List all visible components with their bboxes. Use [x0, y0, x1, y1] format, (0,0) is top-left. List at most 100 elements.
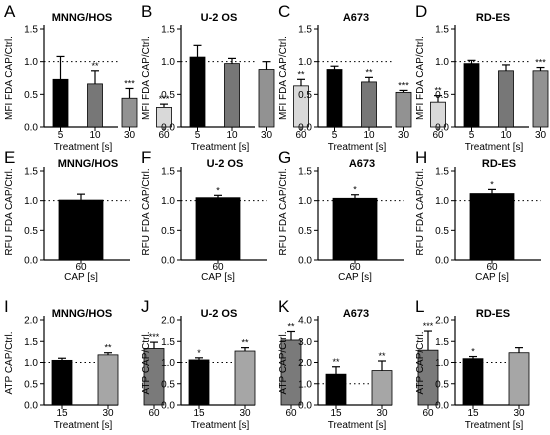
- significance-label: ***: [149, 332, 160, 342]
- significance-label: **: [104, 343, 112, 353]
- x-tick-label: 60: [422, 408, 434, 419]
- bar: [532, 70, 549, 128]
- bar: [195, 197, 241, 261]
- bar: [361, 81, 377, 128]
- panel-letter: L: [415, 297, 424, 316]
- y-tick-label: 0.5: [435, 90, 449, 101]
- y-tick-label: 1.5: [298, 167, 312, 178]
- significance-label: **: [378, 351, 386, 361]
- significance-label: **: [91, 61, 99, 71]
- panel-title: A673: [349, 158, 375, 170]
- y-tick-label: 1.0: [24, 196, 38, 207]
- bar: [121, 97, 138, 128]
- significance-label: **: [434, 86, 442, 96]
- panel-I: I MNNG/HOS 0.0 0.5 1.0 1.5 2.0 ATP CAP/Ctrl. 15 *…: [4, 297, 165, 431]
- bar: [52, 78, 69, 128]
- x-axis-label: Treatment [s]: [54, 142, 113, 153]
- panel-E: E MNNG/HOS 0.0 0.5 1.0 1.5 RFU FDA CAP/Ctrl. 60…: [4, 148, 130, 283]
- y-axis-label: RFU FDA CAP/Ctrl.: [4, 168, 15, 255]
- y-tick-label: 0.0: [161, 401, 175, 412]
- bar: [87, 83, 103, 128]
- y-tick-label: 1.0: [435, 196, 449, 207]
- y-tick-label: 0.0: [298, 123, 312, 134]
- x-axis-label: Treatment [s]: [465, 420, 524, 431]
- x-tick-label: 30: [398, 130, 410, 141]
- bar: [224, 63, 240, 128]
- y-axis-label: ATP CAP/Ctrl.: [278, 332, 289, 395]
- y-axis-label: ATP CAP/Ctrl.: [415, 332, 426, 395]
- panel-title: MNNG/HOS: [52, 308, 113, 320]
- bar: [326, 69, 343, 128]
- y-tick-label: 0.5: [161, 90, 175, 101]
- panel-title: RD-ES: [476, 12, 510, 24]
- y-tick-label: 1.0: [435, 57, 449, 68]
- significance-label: ***: [535, 58, 546, 68]
- y-axis-label: MFI FDA CAP/Ctrl.: [141, 36, 152, 120]
- significance-label: ***: [398, 80, 409, 90]
- y-tick-label: 1.0: [298, 57, 312, 68]
- panel-D: D RD-ES 0.0 0.5 1.0 1.5 MFI FDA CAP/Ctrl. 5 10 **…: [415, 2, 549, 153]
- panel-letter: K: [278, 297, 290, 316]
- y-tick-label: 0.5: [435, 379, 449, 390]
- y-tick-label: 1.0: [24, 358, 38, 369]
- y-tick-label: 3.0: [298, 337, 312, 348]
- bar: [58, 199, 104, 261]
- y-tick-label: 1.5: [435, 167, 449, 178]
- panel-letter: A: [4, 2, 16, 21]
- bar: [97, 354, 119, 406]
- y-tick-label: 1.5: [24, 337, 38, 348]
- significance-label: **: [297, 69, 305, 79]
- y-tick-label: 2.0: [161, 316, 175, 327]
- x-tick-label: 30: [376, 408, 388, 419]
- bar: [498, 70, 514, 128]
- panel-letter: D: [415, 2, 427, 21]
- bar: [371, 370, 393, 406]
- bar: [188, 359, 210, 406]
- panel-letter: F: [141, 148, 151, 167]
- x-tick-label: 15: [330, 408, 342, 419]
- significance-label: *: [197, 348, 201, 358]
- x-tick-label: 15: [193, 408, 205, 419]
- x-axis-label: Treatment [s]: [328, 420, 387, 431]
- significance-label: ***: [124, 78, 135, 88]
- panel-G: G A673 0.0 0.5 1.0 1.5 RFU FDA CAP/Ctrl. * 60CAP…: [278, 148, 404, 283]
- x-tick-label: 60: [486, 262, 498, 273]
- x-tick-label: 60: [148, 408, 160, 419]
- y-tick-label: 1.0: [435, 358, 449, 369]
- y-axis-label: RFU FDA CAP/Ctrl.: [415, 168, 426, 255]
- y-tick-label: 1.0: [298, 196, 312, 207]
- panel-L: L RD-ES 0.0 0.5 1.0 1.5 2.0 ATP CAP/Ctrl. * 15 30 *…: [415, 297, 530, 431]
- y-tick-label: 2.0: [435, 316, 449, 327]
- x-tick-label: 30: [102, 408, 114, 419]
- x-tick-label: 30: [239, 408, 251, 419]
- y-tick-label: 1.0: [161, 196, 175, 207]
- y-tick-label: 1.5: [435, 337, 449, 348]
- bar: [258, 69, 275, 128]
- x-tick-label: 60: [295, 130, 307, 141]
- x-tick-label: 30: [261, 130, 273, 141]
- y-tick-label: 0.0: [298, 256, 312, 267]
- bar: [332, 197, 378, 261]
- panel-title: U-2 OS: [201, 12, 238, 24]
- y-tick-label: 0.5: [161, 379, 175, 390]
- x-tick-label: 10: [363, 130, 375, 141]
- y-tick-label: 0.5: [24, 226, 38, 237]
- x-tick-label: 60: [158, 130, 170, 141]
- panel-title: U-2 OS: [201, 308, 238, 320]
- x-axis-label: Treatment [s]: [328, 142, 387, 153]
- bar: [234, 350, 256, 406]
- bar: [395, 91, 412, 128]
- x-axis-label: Treatment [s]: [191, 142, 250, 153]
- y-tick-label: 0.0: [161, 256, 175, 267]
- significance-label: **: [241, 338, 249, 348]
- bar: [463, 63, 480, 128]
- x-tick-label: 5: [469, 130, 475, 141]
- significance-label: *: [490, 179, 494, 189]
- x-tick-label: 5: [58, 130, 64, 141]
- y-tick-label: 1.5: [24, 25, 38, 36]
- x-axis-label: CAP [s]: [475, 272, 509, 283]
- y-axis-label: ATP CAP/Ctrl.: [4, 332, 15, 395]
- bar: [469, 193, 515, 261]
